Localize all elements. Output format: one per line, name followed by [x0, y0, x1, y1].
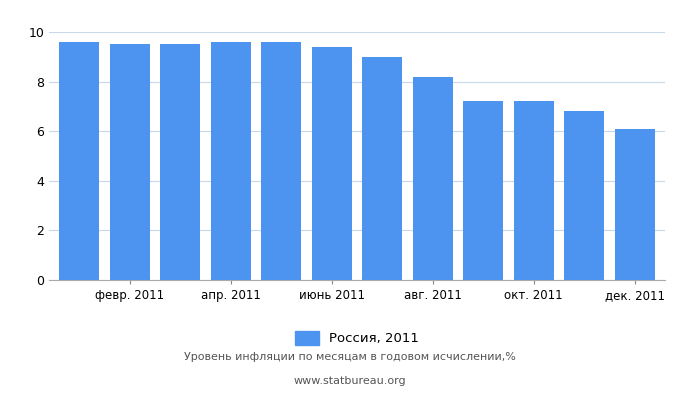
Bar — [514, 102, 554, 280]
Bar — [59, 42, 99, 280]
Bar — [564, 111, 604, 280]
Text: Уровень инфляции по месяцам в годовом исчислении,%: Уровень инфляции по месяцам в годовом ис… — [184, 352, 516, 362]
Bar — [412, 77, 453, 280]
Bar — [110, 44, 150, 280]
Legend: Россия, 2011: Россия, 2011 — [295, 331, 419, 346]
Text: www.statbureau.org: www.statbureau.org — [294, 376, 406, 386]
Bar — [211, 42, 251, 280]
Bar — [463, 102, 503, 280]
Bar — [160, 44, 200, 280]
Bar — [261, 42, 302, 280]
Bar — [615, 129, 655, 280]
Bar — [362, 57, 402, 280]
Bar — [312, 47, 352, 280]
